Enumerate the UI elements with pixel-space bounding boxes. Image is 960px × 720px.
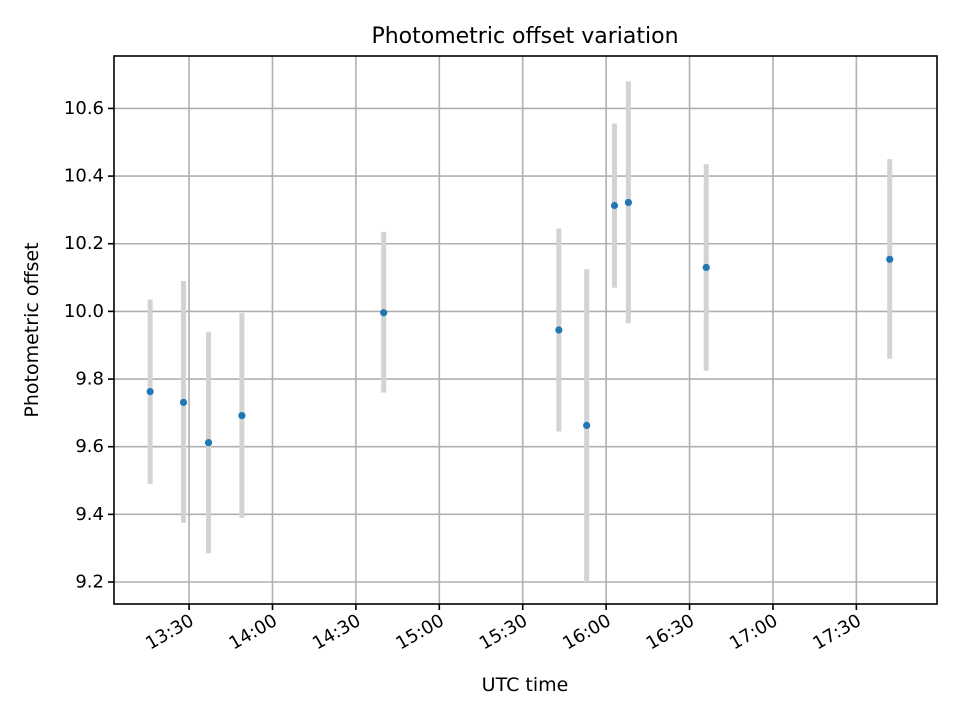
data-point xyxy=(204,439,213,447)
y-tick-label: 10.6 xyxy=(64,98,104,119)
y-tick-label: 9.2 xyxy=(75,572,104,593)
data-point xyxy=(380,309,388,317)
x-axis-label: UTC time xyxy=(482,674,569,696)
data-point xyxy=(702,263,710,272)
data-point xyxy=(179,398,188,406)
grid-layer xyxy=(114,56,937,604)
y-axis-label: Photometric offset xyxy=(21,242,43,417)
data-point xyxy=(238,411,246,420)
y-tick-label: 10.2 xyxy=(64,233,104,254)
data-point xyxy=(886,255,894,263)
y-tick-label: 9.6 xyxy=(75,436,104,457)
point-layer xyxy=(146,198,894,447)
data-point xyxy=(555,326,563,334)
data-point xyxy=(610,201,619,210)
y-tick-label: 10.0 xyxy=(64,301,104,322)
y-tick-label: 10.4 xyxy=(64,166,104,187)
y-tick-label: 9.4 xyxy=(75,504,104,525)
data-point xyxy=(146,387,154,396)
data-point xyxy=(624,198,632,207)
y-axis: 9.2 9.4 9.6 9.8 10.0 10.2 10.4 10.6 xyxy=(64,98,114,593)
chart-title: Photometric offset variation xyxy=(371,24,678,49)
data-point xyxy=(583,421,591,429)
y-tick-label: 9.8 xyxy=(75,369,104,390)
plot-frame xyxy=(113,55,938,605)
